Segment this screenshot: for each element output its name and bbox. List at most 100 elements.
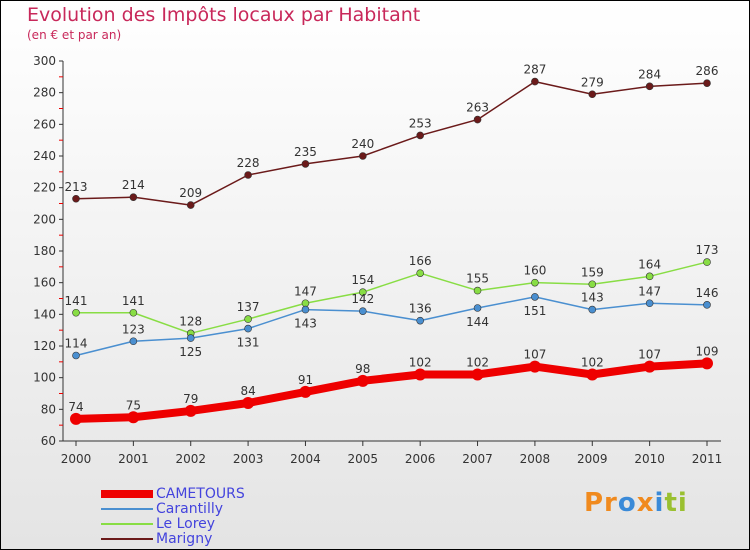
series-line-marigny	[75, 80, 708, 206]
data-point	[301, 305, 310, 314]
data-label: 109	[696, 344, 719, 358]
data-label: 154	[351, 273, 374, 287]
legend-swatch	[101, 523, 153, 525]
x-tick-label: 2007	[462, 452, 493, 466]
data-label: 136	[409, 302, 432, 316]
data-label: 160	[523, 264, 546, 278]
x-tick-label: 2002	[175, 452, 206, 466]
data-label: 166	[409, 254, 432, 268]
data-label: 286	[696, 64, 719, 78]
data-point	[414, 368, 427, 381]
legend-label: CAMETOURS	[156, 486, 245, 502]
data-label: 213	[65, 180, 88, 194]
data-label: 164	[638, 257, 661, 271]
x-tick-label: 2001	[118, 452, 149, 466]
y-tick-label: 220	[33, 181, 56, 195]
series-line-carantilly	[75, 296, 708, 357]
legend-swatch	[101, 490, 153, 498]
data-label: 287	[523, 63, 546, 77]
data-label: 151	[523, 304, 546, 318]
legend-label: Marigny	[156, 531, 213, 547]
data-label: 75	[126, 398, 141, 412]
data-label: 235	[294, 145, 317, 159]
y-tick-label: 160	[33, 276, 56, 290]
data-label: 173	[696, 243, 719, 257]
data-point	[129, 308, 138, 317]
data-label: 159	[581, 265, 604, 279]
data-point	[356, 374, 369, 387]
data-point	[244, 315, 252, 323]
data-point	[301, 299, 310, 308]
data-label: 146	[696, 286, 719, 300]
data-label: 147	[294, 284, 317, 298]
data-label: 137	[237, 300, 260, 314]
x-tick-label: 2006	[405, 452, 436, 466]
data-label: 128	[179, 314, 202, 328]
data-label: 144	[466, 315, 489, 329]
data-point	[645, 299, 654, 308]
data-point	[70, 412, 82, 425]
data-label: 131	[237, 336, 260, 350]
data-label: 102	[581, 356, 604, 370]
data-point	[72, 194, 80, 203]
data-point	[301, 160, 310, 168]
y-tick-label: 280	[33, 86, 56, 100]
data-point	[184, 404, 197, 417]
data-label: 209	[179, 186, 202, 200]
data-label: 141	[65, 294, 88, 308]
x-tick-label: 2009	[577, 452, 608, 466]
data-point	[473, 304, 482, 312]
data-point	[359, 307, 367, 315]
data-point	[416, 131, 424, 140]
data-point	[531, 293, 539, 301]
data-label: 91	[298, 373, 313, 387]
data-label: 142	[351, 292, 374, 306]
data-label: 147	[638, 284, 661, 298]
legend-label: Carantilly	[156, 501, 224, 517]
data-label: 228	[237, 156, 260, 170]
proxiti-logo: Proxiti	[584, 488, 688, 518]
y-tick-label: 300	[33, 54, 56, 68]
data-label: 240	[351, 137, 374, 151]
data-label: 114	[65, 337, 88, 351]
data-point	[531, 77, 539, 86]
data-point	[473, 115, 482, 124]
data-label: 125	[179, 345, 202, 359]
y-tick-label: 80	[41, 402, 56, 416]
data-point	[242, 397, 255, 409]
data-point	[588, 280, 597, 289]
legend-swatch	[101, 508, 153, 510]
data-point	[588, 90, 597, 99]
y-tick-label: 240	[33, 149, 56, 163]
data-point	[473, 286, 482, 295]
data-point	[586, 368, 599, 381]
data-point	[72, 308, 80, 317]
data-label: 279	[581, 75, 604, 89]
y-tick-label: 180	[33, 244, 56, 258]
x-tick-label: 2004	[290, 452, 321, 466]
y-tick-label: 60	[41, 434, 56, 448]
data-label: 107	[638, 348, 661, 362]
x-tick-label: 2011	[692, 452, 723, 466]
x-tick-label: 2008	[520, 452, 551, 466]
series-line-cametours	[75, 359, 708, 423]
data-point	[645, 272, 654, 281]
y-tick-label: 260	[33, 117, 56, 131]
data-point	[703, 258, 711, 266]
data-point	[129, 193, 138, 201]
data-point	[299, 385, 312, 398]
x-tick-label: 2005	[348, 452, 379, 466]
data-point	[72, 351, 80, 360]
data-point	[127, 411, 140, 424]
data-point	[244, 171, 252, 179]
data-label: 214	[122, 178, 145, 192]
data-point	[588, 305, 597, 314]
data-label: 143	[294, 317, 317, 331]
data-point	[244, 324, 252, 333]
chart-title: Evolution des Impôts locaux par Habitant	[27, 4, 421, 26]
y-tick-label: 140	[33, 307, 56, 321]
data-point	[645, 82, 654, 91]
data-label: 263	[466, 101, 489, 115]
data-label: 107	[523, 348, 546, 362]
